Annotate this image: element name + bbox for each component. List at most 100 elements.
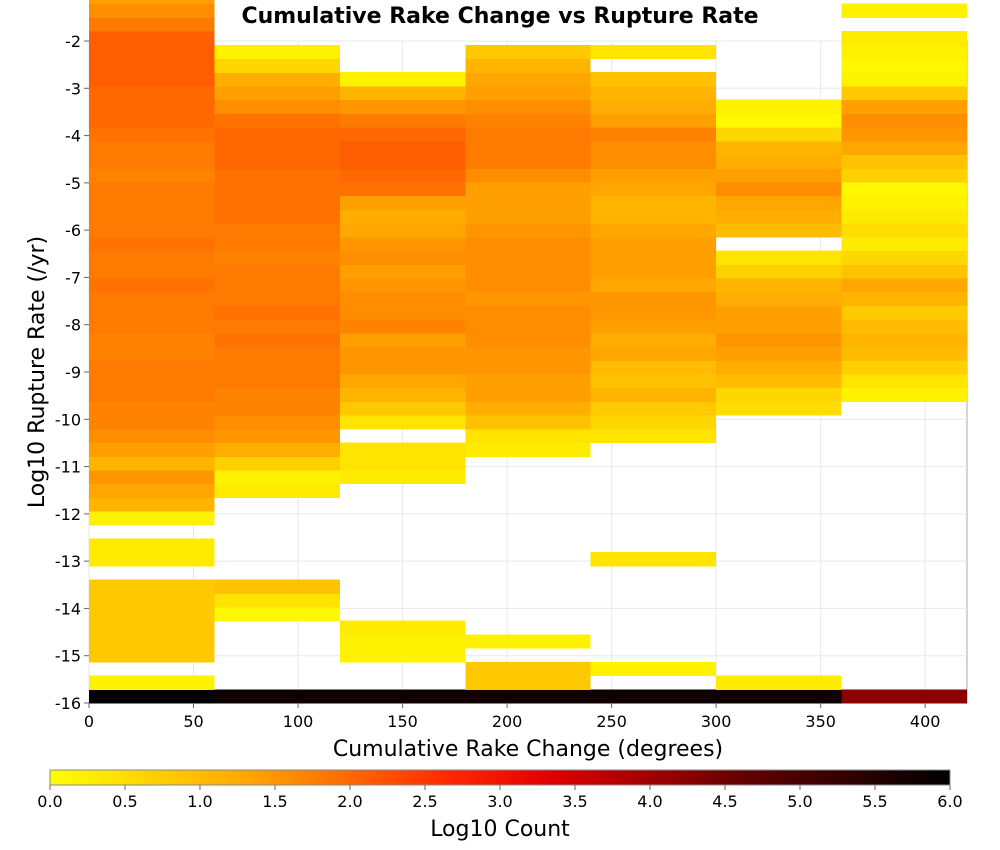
heatmap-cell-2-23 xyxy=(339,373,466,389)
heatmap-cell-3-35 xyxy=(465,209,591,224)
heatmap-cell-6-36 xyxy=(841,195,967,210)
heatmap-cell-5-28 xyxy=(716,305,842,320)
heatmap-cell-0-10 xyxy=(89,552,215,567)
heatmap-cell-3-26 xyxy=(465,332,591,348)
heatmap-cell-5-31 xyxy=(716,264,842,279)
y-tick-label-10: -12 xyxy=(55,505,81,524)
heatmap-cell-1-41 xyxy=(214,127,340,142)
heatmap-cell-4-0 xyxy=(590,689,717,704)
heatmap-cell-6-28 xyxy=(841,305,967,320)
heatmap-cell-2-5 xyxy=(339,620,466,636)
heatmap-cell-5-40 xyxy=(716,140,842,156)
heatmap-cell-5-32 xyxy=(716,250,842,265)
heatmap-cell-1-26 xyxy=(214,332,340,348)
heatmap-cell-0-39 xyxy=(89,154,215,169)
heatmap-cell-4-25 xyxy=(590,346,717,361)
heatmap-cell-0-18 xyxy=(89,442,215,457)
heatmap-cell-3-19 xyxy=(465,428,591,444)
heatmap-cell-0-47 xyxy=(89,44,215,60)
heatmap-cell-0-1 xyxy=(89,675,215,690)
heatmap-cell-5-29 xyxy=(716,291,842,306)
heatmap-cell-2-28 xyxy=(339,305,466,320)
heatmap-cell-5-27 xyxy=(716,319,842,334)
heatmap-cell-5-36 xyxy=(716,195,842,210)
heatmap-cell-1-16 xyxy=(214,469,340,485)
heatmap-cell-0-23 xyxy=(89,373,215,389)
heatmap-cell-5-0 xyxy=(716,689,842,704)
heatmap-cell-6-44 xyxy=(841,85,967,101)
y-tick-label-2: -4 xyxy=(65,127,81,146)
heatmap-cell-3-32 xyxy=(465,250,591,265)
heatmap-cell-5-24 xyxy=(716,360,842,375)
heatmap-cell-0-7 xyxy=(89,593,215,608)
heatmap-cell-4-44 xyxy=(590,85,717,101)
heatmap-cell-6-25 xyxy=(841,346,967,361)
x-tick-label-3: 150 xyxy=(387,712,418,731)
heatmap-cell-1-45 xyxy=(214,72,340,87)
heatmap-cell-0-19 xyxy=(89,428,215,444)
heatmap-cell-3-38 xyxy=(465,168,591,183)
x-tick-label-2: 100 xyxy=(283,712,314,731)
heatmap-cell-2-24 xyxy=(339,360,466,375)
heatmap-cell-5-22 xyxy=(716,387,842,402)
colorbar-tick-label-5: 2.5 xyxy=(412,792,437,811)
heatmap-cell-1-25 xyxy=(214,346,340,361)
colorbar-tick-label-2: 1.0 xyxy=(187,792,212,811)
heatmap-cell-0-50 xyxy=(89,3,215,18)
heatmap-cell-1-15 xyxy=(214,483,340,498)
heatmap-cell-6-29 xyxy=(841,291,967,306)
heatmap-cell-3-43 xyxy=(465,99,591,114)
colorbar-tick-label-3: 1.5 xyxy=(262,792,287,811)
heatmap-cell-2-29 xyxy=(339,291,466,306)
x-tick-label-4: 200 xyxy=(492,712,523,731)
heatmap-cell-2-26 xyxy=(339,332,466,348)
heatmap-cell-6-39 xyxy=(841,154,967,169)
heatmap-cell-2-20 xyxy=(339,415,466,430)
heatmap-cell-6-23 xyxy=(841,373,967,389)
heatmap-cell-2-30 xyxy=(339,277,466,293)
colorbar-tick-label-9: 4.5 xyxy=(712,792,737,811)
heatmap-cell-3-18 xyxy=(465,442,591,457)
heatmap-cell-5-26 xyxy=(716,332,842,348)
heatmap-cell-5-25 xyxy=(716,346,842,361)
heatmap-cell-1-43 xyxy=(214,99,340,114)
heatmap-cell-4-43 xyxy=(590,99,717,114)
heatmap-cell-0-37 xyxy=(89,181,215,197)
heatmap-cell-5-37 xyxy=(716,181,842,197)
heatmap-cell-0-45 xyxy=(89,72,215,87)
heatmap-cell-4-23 xyxy=(590,373,717,389)
heatmap-cell-2-0 xyxy=(339,689,466,704)
x-tick-label-8: 400 xyxy=(910,712,941,731)
heatmap-cell-2-3 xyxy=(339,648,466,663)
heatmap-cell-6-31 xyxy=(841,264,967,279)
heatmap-cell-2-43 xyxy=(339,99,466,114)
heatmap-cell-2-34 xyxy=(339,223,466,238)
heatmap-cell-3-39 xyxy=(465,154,591,169)
heatmap-cell-3-47 xyxy=(465,44,591,60)
heatmap-cell-0-32 xyxy=(89,250,215,265)
heatmap-cell-2-42 xyxy=(339,113,466,128)
heatmap-cell-1-19 xyxy=(214,428,340,444)
heatmap-cell-1-17 xyxy=(214,456,340,471)
colorbar-tick-label-7: 3.5 xyxy=(562,792,587,811)
heatmap-cell-0-8 xyxy=(89,579,215,594)
heatmap-cell-3-46 xyxy=(465,58,591,73)
colorbar-tick-label-4: 2.0 xyxy=(337,792,362,811)
y-tick-label-6: -8 xyxy=(65,316,81,335)
heatmap-cell-3-22 xyxy=(465,387,591,402)
colorbar-tick-label-1: 0.5 xyxy=(112,792,137,811)
y-tick-label-14: -16 xyxy=(55,694,81,713)
heatmap-cell-4-39 xyxy=(590,154,717,169)
heatmap-cell-4-21 xyxy=(590,401,717,416)
heatmap-cell-3-28 xyxy=(465,305,591,320)
heatmap-cell-4-30 xyxy=(590,277,717,293)
heatmap-cell-0-44 xyxy=(89,85,215,101)
y-tick-label-9: -11 xyxy=(55,458,81,477)
heatmap-cell-1-34 xyxy=(214,223,340,238)
heatmap-cell-0-15 xyxy=(89,483,215,498)
colorbar-tick-label-12: 6.0 xyxy=(937,792,962,811)
heatmap-cell-6-42 xyxy=(841,113,967,128)
heatmap-cell-6-24 xyxy=(841,360,967,375)
heatmap-cell-4-35 xyxy=(590,209,717,224)
